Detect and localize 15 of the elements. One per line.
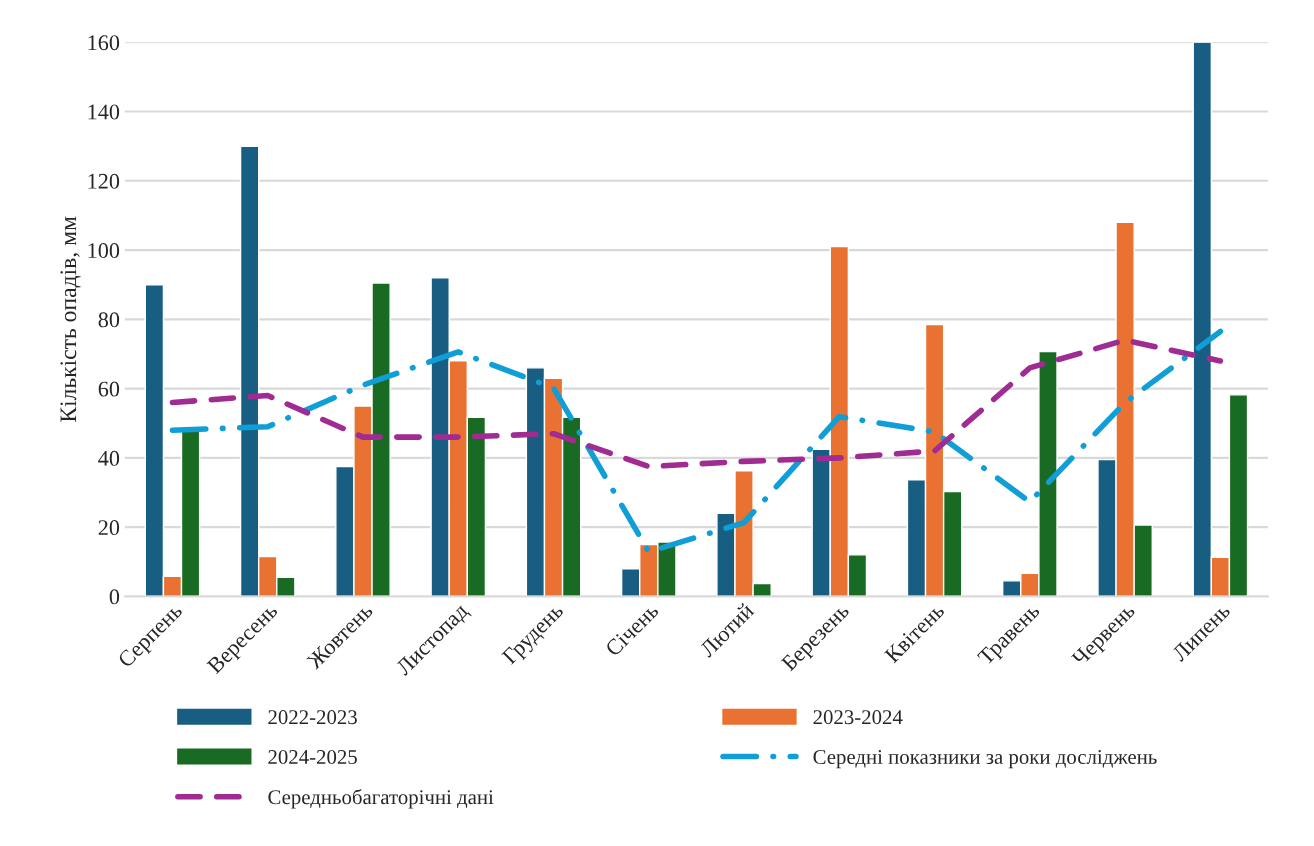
y-tick-label: 80 <box>98 312 120 328</box>
y-tick-label: 60 <box>98 381 120 397</box>
legend-label: Середньобагаторічні дані <box>268 789 494 809</box>
y-tick-label: 160 <box>88 35 120 51</box>
y-tick-label: 0 <box>109 589 120 605</box>
y-axis-title: Кількість опадів, мм <box>60 216 81 423</box>
y-tick-label: 40 <box>98 450 120 466</box>
y-tick-label: 120 <box>88 173 120 189</box>
legend-label: 2023-2024 <box>813 710 903 725</box>
y-tick-label: 20 <box>98 520 120 536</box>
y-tick-label: 100 <box>88 243 120 259</box>
y-tick-label: 140 <box>88 104 120 120</box>
legend-label: Середні показники за роки досліджень <box>813 750 1157 769</box>
legend-label: 2024-2025 <box>268 749 357 765</box>
legend-label: 2022-2023 <box>268 710 357 725</box>
